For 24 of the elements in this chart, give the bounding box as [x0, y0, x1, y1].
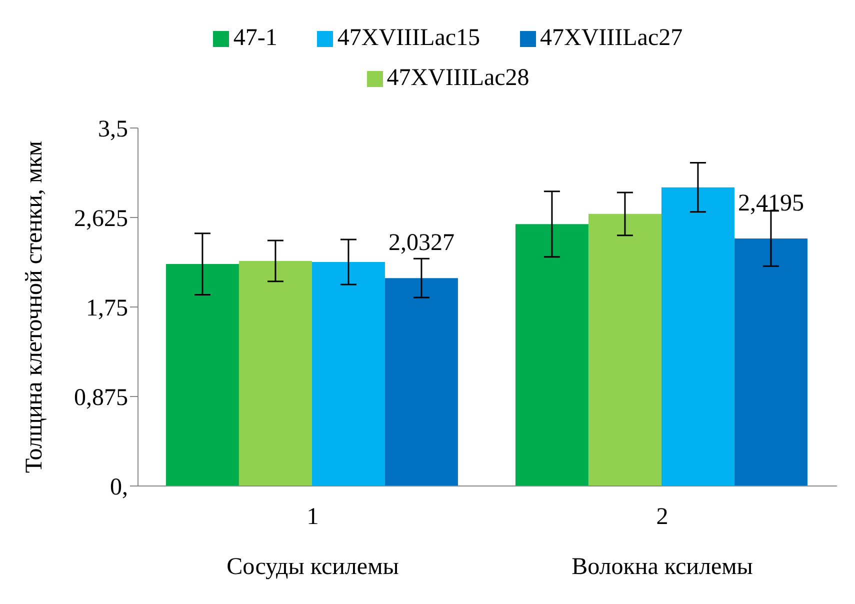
y-tick-label: 0, [110, 474, 128, 501]
bar [312, 262, 385, 486]
data-label: 2,0327 [388, 230, 454, 256]
bar [384, 278, 458, 486]
legend-label: 47XVIIILac27 [540, 25, 683, 51]
bar [661, 187, 734, 486]
y-tick-label: 2,625 [74, 206, 128, 232]
x-tick-label: 2 [656, 504, 668, 530]
bar [734, 238, 808, 486]
legend-label: 47-1 [233, 25, 278, 51]
data-label: 2,4195 [738, 190, 804, 217]
text: Волокна ксилемы [572, 554, 753, 580]
bar [238, 260, 312, 486]
y-tick-label: 3,5 [98, 116, 128, 143]
bar [588, 214, 662, 486]
y-axis-title: Толщина клеточной стенки, мкм [22, 140, 48, 474]
bar [515, 224, 588, 486]
y-tick-label: 0,875 [74, 385, 128, 412]
y-tick-label: 1,75 [86, 296, 128, 322]
legend-label: 47XVIIILac28 [386, 65, 530, 91]
legend-label: 47XVIIILac15 [337, 25, 480, 51]
text: Сосуды ксилемы [226, 554, 399, 580]
x-tick-label: 1 [306, 504, 319, 530]
bar [166, 264, 239, 486]
